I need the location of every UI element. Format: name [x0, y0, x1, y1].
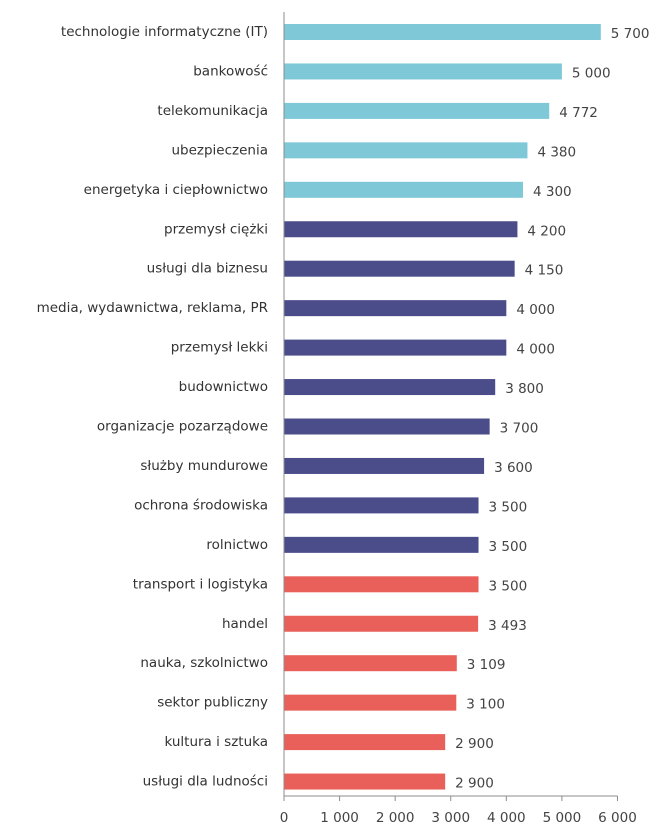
category-labels-group: technologie informatyczne (IT) bankowość t… — [37, 24, 268, 790]
category-label: przemysł ciężki — [164, 221, 268, 237]
category-label: ubezpieczenia — [171, 142, 268, 158]
x-tick-label: 4 000 — [487, 810, 526, 826]
category-label: technologie informatyczne (IT) — [61, 24, 268, 40]
bar — [284, 24, 601, 40]
x-tick-label: 1 000 — [320, 810, 359, 826]
value-label: 3 500 — [489, 539, 528, 555]
value-label: 3 600 — [494, 460, 533, 476]
category-label: media, wydawnictwa, reklama, PR — [37, 300, 268, 316]
category-label: usługi dla ludności — [143, 774, 268, 790]
bar — [284, 300, 507, 317]
bar — [284, 536, 479, 553]
value-label: 3 700 — [500, 421, 539, 437]
bar — [284, 655, 457, 672]
category-label: bankowość — [193, 63, 268, 79]
category-label: usługi dla biznesu — [147, 261, 268, 277]
category-label: służby mundurowe — [140, 458, 268, 474]
value-label: 4 000 — [516, 342, 555, 358]
value-label: 3 800 — [505, 381, 544, 397]
bar — [284, 260, 515, 277]
category-label: transport i logistyka — [133, 576, 268, 592]
x-tick-label: 3 000 — [431, 810, 470, 826]
x-tick-label: 6 000 — [598, 810, 637, 826]
bar — [284, 497, 479, 514]
x-tick-label: 5 000 — [543, 810, 582, 826]
bar — [284, 181, 523, 198]
x-ticks-group: 0 1 000 2 000 3 000 4 000 5 000 6 000 — [280, 796, 637, 826]
bar — [284, 379, 496, 396]
bar — [284, 457, 485, 474]
category-label: kultura i sztuka — [164, 734, 268, 750]
value-label: 3 100 — [466, 697, 505, 713]
bar — [284, 63, 562, 80]
category-label: rolnictwo — [206, 537, 268, 553]
bar — [284, 102, 550, 119]
value-label: 2 900 — [455, 776, 494, 792]
bar — [284, 142, 528, 159]
category-label: energetyka i ciepłownictwo — [84, 182, 268, 198]
value-label: 2 900 — [455, 736, 494, 752]
value-label: 4 000 — [516, 302, 555, 318]
bar — [284, 773, 446, 790]
category-label: sektor publiczny — [157, 695, 268, 711]
category-label: ochrona środowiska — [134, 497, 268, 513]
bar — [284, 418, 490, 435]
value-label: 3 109 — [467, 657, 506, 673]
value-label: 4 380 — [537, 144, 576, 160]
value-label: 4 150 — [525, 263, 564, 279]
value-label: 5 000 — [572, 65, 611, 81]
bar — [284, 576, 479, 593]
bar — [284, 615, 479, 632]
value-label: 4 200 — [527, 223, 566, 239]
x-tick-label: 2 000 — [376, 810, 415, 826]
category-label: handel — [222, 616, 268, 632]
bar — [284, 734, 446, 751]
category-label: organizacje pozarządowe — [97, 419, 268, 435]
bar — [284, 221, 518, 238]
category-label: przemysł lekki — [171, 340, 268, 356]
bar — [284, 694, 457, 711]
value-label: 3 500 — [489, 578, 528, 594]
value-label: 3 500 — [489, 499, 528, 515]
value-label: 4 772 — [559, 105, 598, 121]
category-label: nauka, szkolnictwo — [140, 655, 268, 671]
value-label: 3 493 — [488, 618, 527, 634]
axes-group — [283, 12, 618, 797]
value-label: 5 700 — [611, 26, 650, 42]
x-tick-label: 0 — [280, 810, 289, 826]
value-labels-group: 5 700 5 000 4 772 4 380 4 300 4 200 4 150 4 000… — [455, 26, 649, 792]
category-label: telekomunikacja — [157, 103, 268, 119]
category-label: budownictwo — [179, 379, 268, 395]
bars-group — [284, 24, 601, 790]
bar — [284, 339, 507, 356]
value-label: 4 300 — [533, 184, 572, 200]
